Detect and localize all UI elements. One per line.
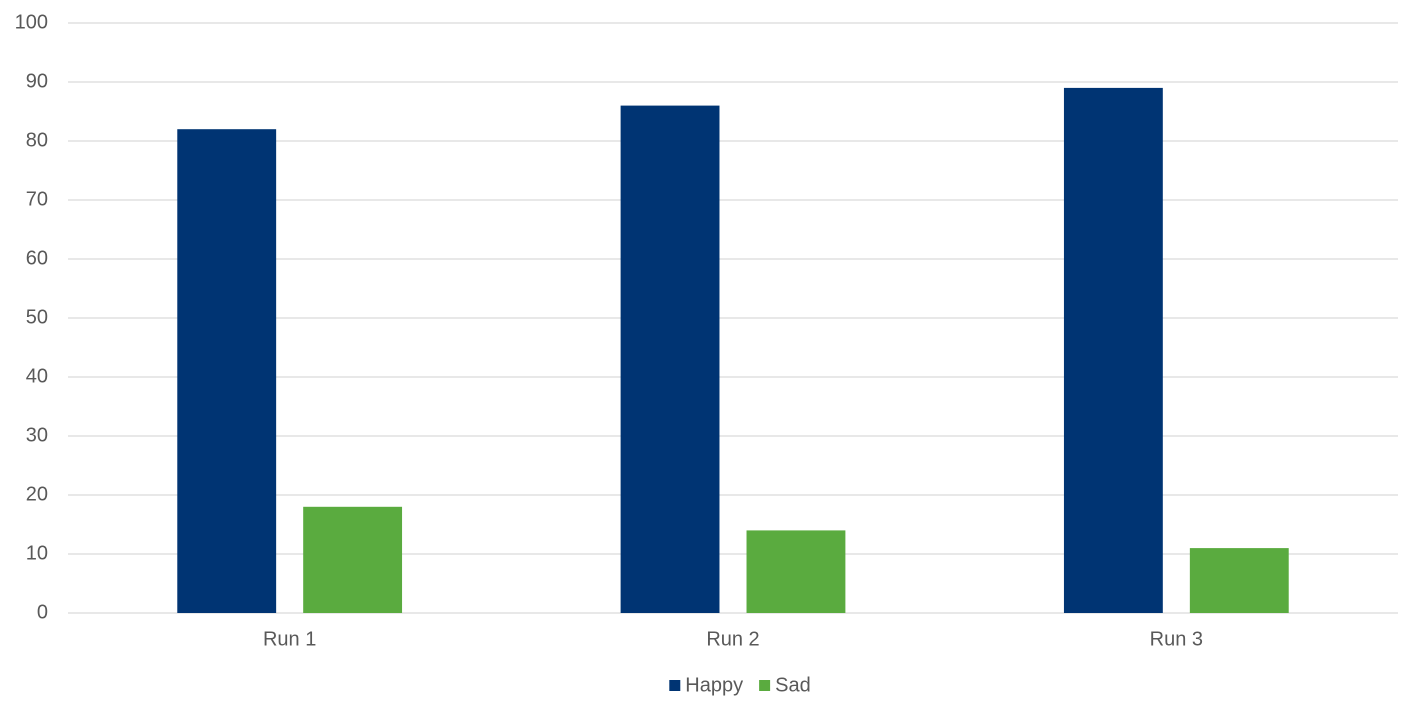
legend-label: Happy (685, 674, 743, 696)
y-tick-label: 10 (26, 542, 48, 564)
y-tick-label: 70 (26, 188, 48, 210)
bar (620, 105, 720, 613)
x-tick-label: Run 2 (706, 628, 759, 650)
y-tick-label: 0 (37, 601, 48, 623)
bar (746, 530, 846, 613)
bar (177, 129, 277, 613)
y-tick-label: 20 (26, 483, 48, 505)
y-tick-label: 40 (26, 365, 48, 387)
x-tick-label: Run 1 (263, 628, 316, 650)
y-tick-label: 80 (26, 129, 48, 151)
y-tick-label: 90 (26, 70, 48, 92)
bar (303, 506, 403, 613)
bar (1063, 87, 1163, 613)
y-tick-label: 100 (15, 11, 48, 33)
x-tick-label: Run 3 (1150, 628, 1203, 650)
legend-label: Sad (775, 674, 811, 696)
y-tick-label: 30 (26, 424, 48, 446)
y-tick-label: 50 (26, 306, 48, 328)
y-tick-label: 60 (26, 247, 48, 269)
legend-swatch (759, 680, 771, 691)
legend-swatch (669, 680, 681, 691)
bar (1189, 548, 1289, 613)
